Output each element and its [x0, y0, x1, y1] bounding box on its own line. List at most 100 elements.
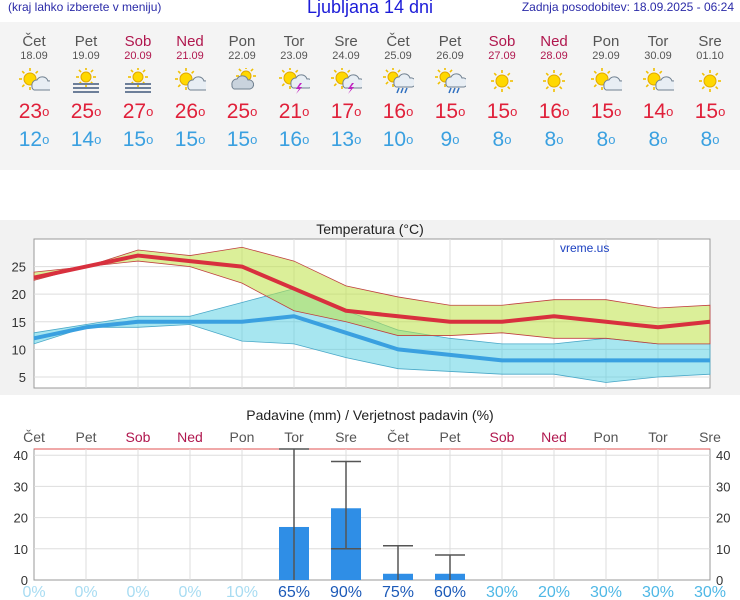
- temp-max-value: 15: [486, 100, 511, 123]
- cloud-sun-icon: [231, 68, 256, 90]
- watermark: vreme.us: [560, 241, 609, 255]
- y-tick-label-right: 30: [716, 479, 730, 494]
- temp-max-value: 16: [382, 100, 407, 123]
- day-column: Pet 26.09 15o 9o: [424, 22, 476, 152]
- day-label: Sre: [699, 429, 721, 445]
- sun-cloud-icon: [175, 68, 206, 91]
- day-date: 28.09: [540, 50, 568, 62]
- y-tick-label-right: 40: [716, 448, 730, 463]
- degree-mark: o: [354, 104, 362, 119]
- min-temp-line: [33, 314, 710, 363]
- day-label: Pet: [75, 429, 96, 445]
- temp-max: 26o: [164, 100, 216, 124]
- day-name: Tor: [647, 33, 669, 50]
- degree-mark: o: [562, 104, 570, 119]
- temp-min: 8o: [632, 128, 684, 152]
- degree-mark: o: [556, 132, 564, 147]
- day-name: Ned: [176, 33, 204, 50]
- precipitation-plot-area: [33, 448, 711, 581]
- degree-mark: o: [660, 132, 668, 147]
- sun-fog-icon: [125, 68, 151, 93]
- day-column: Ned 28.09 16o 8o: [528, 22, 580, 152]
- y-tick-label: 20: [12, 287, 26, 302]
- day-date: 29.09: [592, 50, 620, 62]
- temp-min: 8o: [684, 128, 736, 152]
- degree-mark: o: [406, 132, 414, 147]
- day-name: Sre: [698, 33, 722, 50]
- day-column: Tor 23.09 21o 16o: [268, 22, 320, 152]
- probability-label: 0%: [74, 584, 97, 600]
- degree-mark: o: [452, 132, 460, 147]
- probability-label: 0%: [22, 584, 45, 600]
- day-name: Sob: [124, 33, 152, 50]
- day-date: 26.09: [436, 50, 464, 62]
- degree-mark: o: [94, 104, 102, 119]
- temp-max-value: 15: [590, 100, 615, 123]
- day-name: Pon: [228, 33, 256, 50]
- temp-max: 25o: [216, 100, 268, 124]
- day-date: 27.09: [488, 50, 516, 62]
- degree-mark: o: [666, 104, 674, 119]
- day-label: Ned: [177, 429, 203, 445]
- temp-min: 14o: [60, 128, 112, 152]
- temp-max-value: 16: [538, 100, 563, 123]
- temperature-chart-title: Temperatura (°C): [316, 221, 424, 237]
- degree-mark: o: [42, 104, 50, 119]
- temp-min-value: 8: [596, 128, 609, 151]
- y-tick-label: 10: [12, 342, 26, 357]
- degree-mark: o: [94, 132, 102, 147]
- probability-label: 30%: [694, 584, 726, 600]
- day-label: Sob: [490, 429, 515, 445]
- degree-mark: o: [614, 104, 622, 119]
- y-tick-label: 10: [14, 542, 28, 557]
- degree-mark: o: [198, 132, 206, 147]
- probability-label: 60%: [434, 584, 466, 600]
- sun-thunder-icon: [331, 68, 362, 94]
- temp-max: 16o: [528, 100, 580, 124]
- day-label: Tor: [284, 429, 304, 445]
- day-name: Čet: [386, 33, 410, 50]
- temp-max: 16o: [372, 100, 424, 124]
- degree-mark: o: [302, 132, 310, 147]
- day-label: Čet: [387, 429, 409, 445]
- temp-min: 8o: [528, 128, 580, 152]
- temp-min: 15o: [216, 128, 268, 152]
- day-date: 19.09: [72, 50, 100, 62]
- y-tick-label-right: 10: [716, 542, 730, 557]
- day-label: Sre: [335, 429, 357, 445]
- y-tick-label: 25: [12, 260, 26, 275]
- temp-min-value: 8: [648, 128, 661, 151]
- sun-icon: [491, 70, 513, 92]
- day-column: Ned 21.09 26o 15o: [164, 22, 216, 152]
- day-label: Pon: [594, 429, 619, 445]
- day-name: Pet: [438, 33, 462, 50]
- degree-mark: o: [354, 132, 362, 147]
- degree-mark: o: [42, 132, 50, 147]
- temp-max-value: 17: [330, 100, 355, 123]
- page-title: Ljubljana 14 dni: [306, 0, 434, 17]
- temp-min-value: 15: [122, 128, 147, 151]
- y-tick-label: 0: [21, 573, 28, 588]
- temp-min: 15o: [164, 128, 216, 152]
- day-column: Čet 18.09 23o 12o: [8, 22, 60, 152]
- y-tick-label-right: 20: [716, 511, 730, 526]
- day-date: 21.09: [176, 50, 204, 62]
- day-column: Čet 25.09 16o 10o: [372, 22, 424, 152]
- region-hint[interactable]: (kraj lahko izberete v meniju): [8, 0, 162, 14]
- probability-label: 30%: [590, 584, 622, 600]
- day-column: Sre 24.09 17o 13o: [320, 22, 372, 152]
- temp-min: 12o: [8, 128, 60, 152]
- degree-mark: o: [718, 104, 726, 119]
- probability-label: 30%: [642, 584, 674, 600]
- temp-min-value: 15: [226, 128, 251, 151]
- day-column: Tor 30.09 14o 8o: [632, 22, 684, 152]
- temp-max: 21o: [268, 100, 320, 124]
- temp-min: 16o: [268, 128, 320, 152]
- day-name: Sre: [334, 33, 358, 50]
- degree-mark: o: [510, 104, 518, 119]
- day-label: Tor: [648, 429, 668, 445]
- degree-mark: o: [302, 104, 310, 119]
- y-tick-label: 5: [19, 370, 26, 385]
- day-column: Sob 27.09 15o 8o: [476, 22, 528, 152]
- y-tick-label: 15: [12, 315, 26, 330]
